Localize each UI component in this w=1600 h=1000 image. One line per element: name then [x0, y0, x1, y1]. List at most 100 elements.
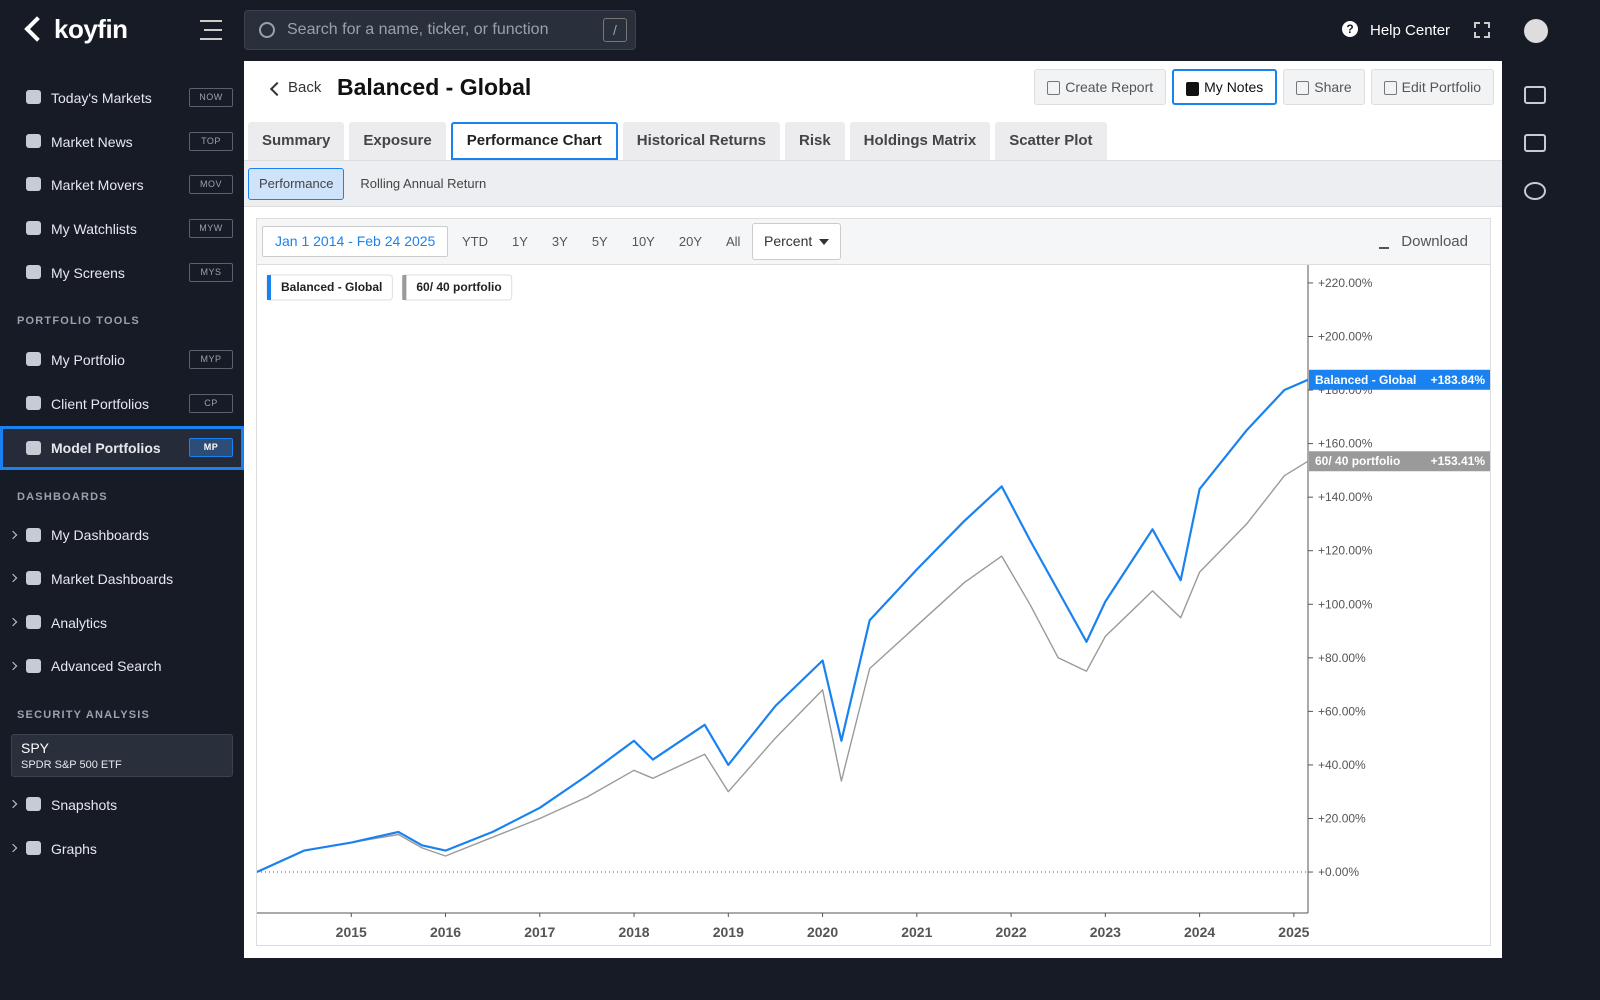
y-tick-label: +100.00%	[1318, 597, 1373, 611]
nav-shortcut: MYW	[189, 219, 233, 239]
help-center[interactable]: Help Center	[1341, 21, 1450, 39]
chevron	[8, 530, 18, 539]
range-button[interactable]: 20Y	[678, 234, 702, 249]
y-tick-label: +80.00%	[1318, 651, 1366, 665]
end-label-value: +153.41%	[1431, 454, 1486, 468]
nav-shortcut: MP	[189, 437, 233, 457]
search-box[interactable]: Search for a name, ticker, or function /	[244, 10, 636, 50]
nav-item[interactable]: My Screens MYS	[0, 251, 244, 295]
rail-icon[interactable]	[1524, 86, 1546, 104]
page-title: Balanced - Global	[337, 74, 532, 100]
range-button[interactable]: 10Y	[631, 234, 655, 249]
nav-label: Market Dashboards	[51, 571, 174, 588]
tab[interactable]: Scatter Plot	[995, 122, 1107, 160]
unit-dropdown[interactable]: Percent	[752, 223, 841, 260]
legend-label: Balanced - Global	[281, 280, 382, 294]
back-button[interactable]: Back	[268, 79, 321, 96]
range-button[interactable]: All	[726, 234, 741, 249]
header-buttons: Create Report My Notes Share Edit Portfolio	[1034, 69, 1494, 105]
logo[interactable]: koyfin	[28, 14, 128, 45]
header-button[interactable]: My Notes	[1172, 69, 1278, 105]
nav-icon	[26, 440, 41, 455]
rail-icon[interactable]	[1524, 134, 1546, 152]
menu-toggle[interactable]	[200, 20, 222, 40]
header-button[interactable]: Create Report	[1034, 69, 1167, 105]
nav-icon	[26, 221, 41, 236]
nav-item[interactable]: My Portfolio MYP	[0, 338, 244, 382]
x-tick-label: 2023	[1090, 924, 1121, 940]
chevron	[8, 661, 18, 670]
nav-icon	[26, 90, 41, 104]
nav-item[interactable]: Client Portfolios CP	[0, 382, 244, 426]
end-label-box	[1309, 451, 1490, 472]
legend-swatch	[402, 275, 407, 300]
collapse-icon[interactable]	[1474, 22, 1490, 38]
search-placeholder: Search for a name, ticker, or function	[287, 21, 549, 38]
y-tick-label: +140.00%	[1318, 490, 1373, 504]
nav-label: My Dashboards	[51, 527, 150, 544]
nav-item[interactable]: Advanced Search	[0, 645, 244, 689]
nav-label: Client Portfolios	[51, 395, 150, 412]
nav-item[interactable]: My Watchlists MYW	[0, 207, 244, 251]
nav-item[interactable]: Market Movers MOV	[0, 163, 244, 207]
nav-item[interactable]: Snapshots	[0, 783, 244, 827]
header-button[interactable]: Edit Portfolio	[1370, 69, 1494, 105]
nav-item[interactable]: Today's Markets NOW	[0, 76, 244, 120]
nav-label: Advanced Search	[51, 658, 162, 675]
nav-item[interactable]: Model Portfolios MP	[0, 425, 244, 470]
range-button[interactable]: YTD	[462, 234, 488, 249]
end-label-name: Balanced - Global	[1315, 373, 1416, 387]
tab[interactable]: Risk	[784, 122, 845, 160]
account-icon[interactable]	[1524, 19, 1548, 43]
nav-icon	[26, 133, 41, 148]
date-range[interactable]: Jan 1 2014 - Feb 24 2025	[262, 226, 449, 257]
x-tick-label: 2017	[524, 924, 555, 940]
ticker-box[interactable]: SPY SPDR S&P 500 ETF	[11, 734, 233, 778]
nav-item[interactable]: Graphs	[0, 827, 244, 871]
y-tick-label: +0.00%	[1318, 865, 1359, 879]
end-label-box	[1309, 369, 1490, 390]
tab[interactable]: Summary	[248, 122, 345, 160]
x-tick-label: 2021	[901, 924, 932, 940]
subtab[interactable]: Performance	[248, 168, 345, 200]
tab[interactable]: Holdings Matrix	[849, 122, 991, 160]
rail-icon[interactable]	[1524, 182, 1546, 200]
nav-icon	[26, 571, 41, 586]
nav-icon	[26, 614, 41, 629]
legend-swatch	[267, 275, 271, 300]
range-button[interactable]: 5Y	[591, 234, 608, 249]
x-tick-label: 2019	[713, 924, 744, 940]
section-title: SECURITY ANALYSIS	[17, 709, 151, 722]
range-button[interactable]: 1Y	[512, 234, 528, 249]
nav-label: My Screens	[51, 264, 125, 281]
x-tick-label: 2022	[996, 924, 1027, 940]
nav-label: Model Portfolios	[51, 439, 161, 456]
y-tick-label: +40.00%	[1318, 758, 1366, 772]
nav-shortcut: CP	[189, 394, 233, 414]
subtab[interactable]: Rolling Annual Return	[360, 176, 487, 191]
x-tick-label: 2015	[336, 924, 367, 940]
nav-shortcut: NOW	[189, 88, 233, 107]
download-button[interactable]: Download	[1379, 233, 1468, 250]
nav-item[interactable]: Market News TOP	[0, 120, 244, 164]
tab[interactable]: Performance Chart	[450, 122, 618, 160]
chevron	[8, 617, 18, 627]
tab[interactable]: Exposure	[349, 122, 446, 160]
main-panel: Back Balanced - Global Create Report My N…	[244, 61, 1502, 958]
y-tick-label: +60.00%	[1318, 704, 1366, 718]
chevron	[8, 573, 18, 583]
range-button[interactable]: 3Y	[551, 234, 568, 249]
nav-item[interactable]: My Dashboards	[0, 514, 244, 558]
sidebar: Today's Markets NOW Market News TOP Market M…	[0, 76, 244, 871]
section-title: PORTFOLIO TOOLS	[17, 315, 140, 328]
header-button[interactable]: Share	[1283, 69, 1365, 105]
nav-item[interactable]: Market Dashboards	[0, 557, 244, 601]
nav-item[interactable]: Analytics	[0, 601, 244, 645]
y-tick-label: +220.00%	[1318, 276, 1373, 290]
nav-label: Market News	[51, 133, 133, 150]
nav-label: My Portfolio	[51, 352, 125, 369]
tab[interactable]: Historical Returns	[622, 122, 780, 160]
nav-icon	[26, 797, 41, 812]
x-tick-label: 2024	[1184, 924, 1215, 940]
